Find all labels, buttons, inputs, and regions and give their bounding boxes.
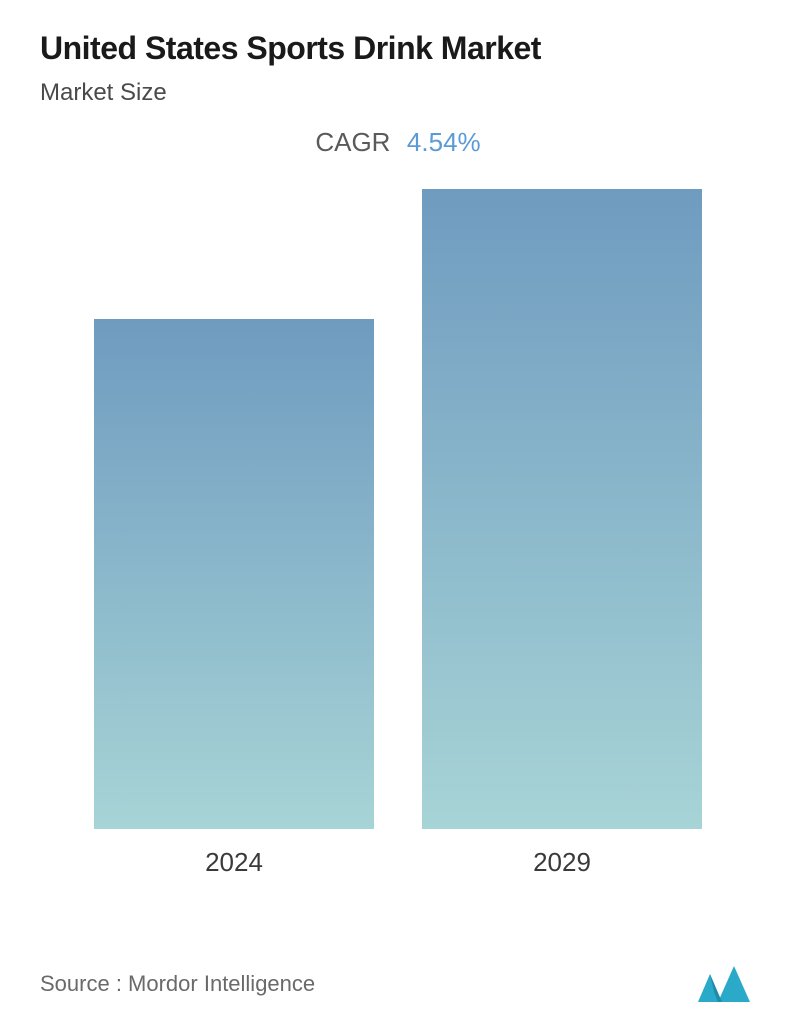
bar-label: 2024: [205, 847, 263, 878]
chart-subtitle: Market Size: [40, 79, 756, 107]
footer: Source : Mordor Intelligence: [40, 964, 756, 1004]
logo-icon: [696, 964, 756, 1004]
bar: [94, 319, 374, 829]
bar: [422, 189, 702, 829]
chart-title: United States Sports Drink Market: [40, 30, 756, 67]
bar-group: 2029: [398, 189, 726, 878]
cagr-row: CAGR 4.54%: [40, 127, 756, 158]
bar-group: 2024: [70, 319, 398, 878]
chart-area: 2024 2029: [40, 198, 756, 878]
bar-label: 2029: [533, 847, 591, 878]
source-text: Source : Mordor Intelligence: [40, 971, 315, 997]
cagr-label: CAGR: [315, 127, 390, 158]
cagr-value: 4.54%: [407, 127, 481, 158]
